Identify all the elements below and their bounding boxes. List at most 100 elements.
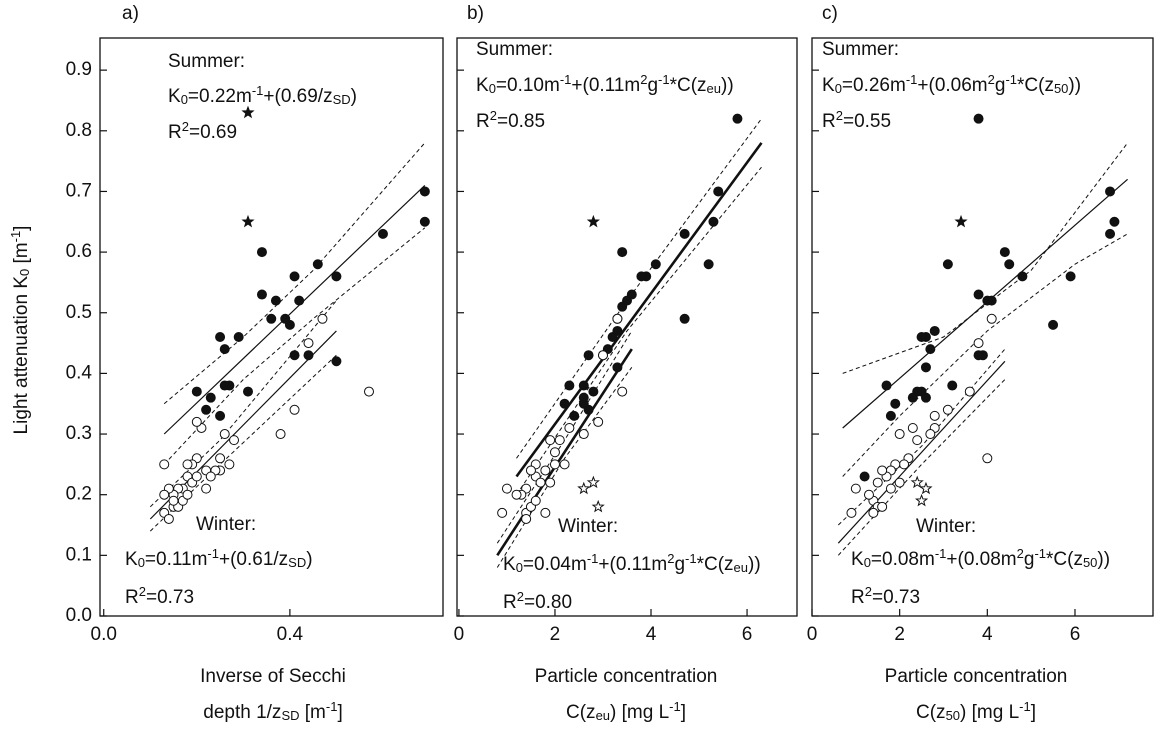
text-run: =0.55	[843, 111, 891, 132]
data-point	[205, 392, 216, 403]
data-point	[973, 338, 984, 349]
text-run: ) [mg L	[960, 702, 1019, 723]
data-point	[964, 386, 975, 397]
text-run: g	[647, 75, 658, 96]
data-point	[497, 507, 508, 518]
data-point	[973, 113, 984, 124]
panel-label: b)	[467, 3, 484, 24]
data-point	[569, 410, 580, 421]
superscript: 2	[139, 584, 146, 599]
data-point	[578, 429, 589, 440]
data-point	[275, 429, 286, 440]
data-point	[215, 332, 226, 343]
x-axis-label: Particle concentration	[535, 666, 718, 687]
text-run: ]	[11, 226, 32, 231]
superscript: -1	[669, 699, 681, 714]
superscript: -1	[8, 231, 23, 243]
data-point	[578, 398, 589, 409]
text-run: =0.73	[872, 587, 920, 608]
x-axis-label: C(zeu) [mg L-1]	[566, 699, 686, 724]
star-point	[241, 214, 255, 228]
subscript: 0	[17, 269, 32, 276]
text-run: Summer:	[822, 39, 899, 60]
text-run: K	[476, 75, 489, 96]
data-point	[521, 513, 532, 524]
annotation: Summer:	[822, 39, 899, 60]
confidence-band	[842, 142, 1128, 374]
text-run: +(0.69/z	[263, 86, 332, 107]
text-run: =0.10m	[496, 75, 560, 96]
text-run: )	[306, 549, 312, 570]
text-run: =0.80	[524, 592, 572, 613]
superscript: -1	[685, 551, 697, 566]
data-point	[419, 186, 430, 197]
data-point	[540, 507, 551, 518]
y-tick-label: 0.2	[66, 484, 92, 505]
text-run: C(z	[916, 702, 946, 723]
data-point	[1065, 271, 1076, 282]
data-point	[907, 392, 918, 403]
superscript: -1	[1005, 72, 1017, 87]
data-point	[679, 228, 690, 239]
x-axis-label: depth 1/zSD [m-1]	[203, 699, 342, 724]
x-axis-label: Particle concentration	[885, 666, 1068, 687]
text-run: Particle concentration	[535, 666, 718, 687]
data-point	[205, 471, 216, 482]
data-point	[1109, 216, 1120, 227]
data-point	[219, 344, 230, 355]
text-run: g	[674, 554, 685, 575]
annotation: K0=0.26m-1+(0.06m2g-1*C(z50))	[822, 72, 1081, 97]
data-point	[1017, 271, 1028, 282]
star-point	[591, 499, 605, 513]
annotation: K0=0.11m-1+(0.61/zSD)	[125, 546, 313, 571]
superscript: 2	[182, 119, 189, 134]
superscript: 2	[490, 108, 497, 123]
data-point	[650, 259, 661, 270]
text-run: R	[851, 587, 865, 608]
text-run: Summer:	[168, 51, 245, 72]
star-point	[586, 475, 600, 489]
data-point	[872, 477, 883, 488]
star-point	[910, 475, 924, 489]
x-tick-label: 0.0	[91, 624, 117, 645]
data-point	[559, 398, 570, 409]
x-tick-label: 4	[982, 624, 993, 645]
plot-frame	[99, 37, 444, 617]
annotation: R2=0.55	[822, 108, 891, 132]
data-point	[916, 332, 927, 343]
text-run: R	[125, 587, 139, 608]
y-tick-label: 0.4	[66, 362, 93, 383]
data-point	[912, 435, 923, 446]
data-point	[289, 404, 300, 415]
subscript: eu	[707, 81, 721, 96]
superscript: 2	[836, 108, 843, 123]
superscript: 2	[640, 72, 647, 87]
data-point	[973, 289, 984, 300]
star-point	[954, 214, 968, 228]
subscript: SD	[281, 708, 299, 723]
regression-line	[837, 360, 1006, 544]
data-point	[942, 259, 953, 270]
data-point	[713, 186, 724, 197]
confidence-band	[516, 118, 762, 459]
superscript: -1	[1019, 699, 1031, 714]
confidence-band	[496, 367, 633, 568]
text-run: Winter:	[916, 516, 976, 537]
superscript: -1	[587, 551, 599, 566]
data-point	[191, 416, 202, 427]
text-run: ]	[1031, 702, 1036, 723]
text-run: K	[168, 86, 181, 107]
text-run: +(0.06m	[917, 75, 987, 96]
data-point	[583, 350, 594, 361]
y-axis-label: Light attenuation K0 [m-1]	[8, 226, 33, 435]
subscript: 50	[1083, 555, 1097, 570]
star-point	[914, 493, 929, 507]
data-point	[545, 477, 556, 488]
data-point	[868, 507, 879, 518]
annotation: K0=0.04m-1+(0.11m2g-1*C(zeu))	[503, 551, 761, 576]
data-point	[219, 429, 230, 440]
subscript: 0	[138, 555, 145, 570]
annotation: Summer:	[168, 51, 245, 72]
data-point	[612, 362, 623, 373]
data-point	[289, 350, 300, 361]
